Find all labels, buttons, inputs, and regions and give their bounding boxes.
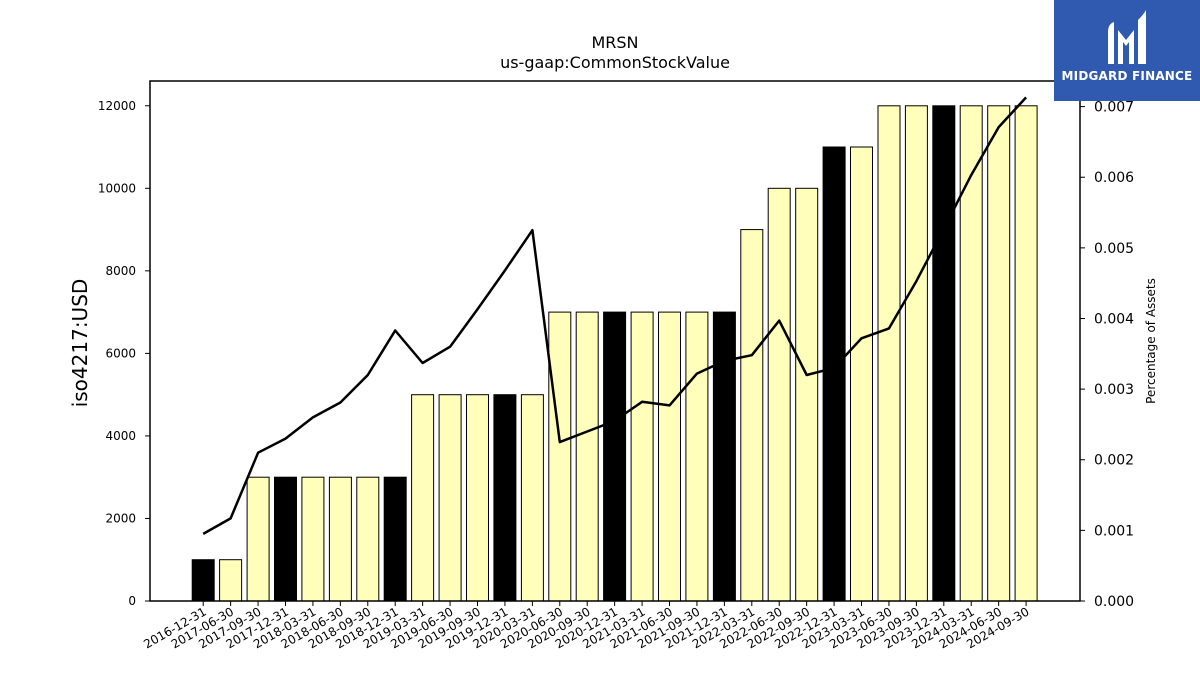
y2-tick-label: 0.002 <box>1094 453 1134 469</box>
bar <box>932 105 956 602</box>
bar <box>877 105 901 602</box>
bar <box>575 311 599 602</box>
bar-group <box>191 105 1038 602</box>
bar <box>520 394 544 602</box>
y-tick-label: 10000 <box>98 181 136 195</box>
bar <box>548 311 572 602</box>
bar <box>246 476 270 602</box>
chart-subtitle: us-gaap:CommonStockValue <box>500 53 730 72</box>
y2-axis-label: Percentage of Assets <box>1144 278 1158 404</box>
bar <box>274 476 297 602</box>
bar <box>301 476 325 602</box>
y-axis-label: iso4217:USD <box>68 279 92 408</box>
bar <box>740 229 764 602</box>
y-tick-label: 12000 <box>98 99 136 113</box>
bar <box>685 311 709 602</box>
bar <box>438 394 462 602</box>
plot-frame <box>149 80 1081 602</box>
y-axis-ticks: 0 2000 4000 6000 8000 10000 12000 <box>98 99 150 608</box>
bar <box>658 311 681 602</box>
bar <box>383 476 407 602</box>
bar <box>795 187 819 602</box>
bar <box>712 311 736 602</box>
y-tick-label: 6000 <box>105 346 136 360</box>
bar <box>904 105 928 602</box>
bar <box>328 476 352 602</box>
y2-tick-label: 0.001 <box>1094 523 1134 539</box>
bar <box>603 311 627 602</box>
y2-tick-label: 0.004 <box>1094 311 1134 327</box>
bar <box>493 394 517 602</box>
y-tick-label: 0 <box>128 594 136 608</box>
y2-tick-label: 0.006 <box>1094 170 1134 186</box>
y2-axis-ticks: 0.000 0.001 0.002 0.003 0.004 0.005 0.006 0.007 <box>1080 100 1134 610</box>
bar <box>822 146 846 602</box>
bar <box>1014 105 1038 602</box>
y2-tick-label: 0.000 <box>1094 594 1134 610</box>
bar <box>356 476 380 602</box>
bar <box>191 559 215 602</box>
y2-tick-label: 0.003 <box>1094 382 1134 398</box>
logo-mark-icon <box>1108 10 1146 64</box>
x-axis-ticks: 2016-12-312017-06-302017-09-302017-12-31… <box>141 601 1032 651</box>
y2-tick-label: 0.007 <box>1094 100 1134 116</box>
percentage-line <box>202 96 1028 535</box>
y-tick-label: 4000 <box>105 429 136 443</box>
chart-title: MRSN <box>591 33 638 52</box>
bar <box>987 105 1011 602</box>
bar <box>767 187 791 602</box>
y-tick-label: 8000 <box>105 264 136 278</box>
bar <box>466 394 489 602</box>
bar <box>630 311 654 602</box>
y2-tick-label: 0.005 <box>1094 241 1134 257</box>
brand-logo: MIDGARD FINANCE <box>1054 0 1200 101</box>
bar <box>411 394 435 602</box>
bar <box>850 146 873 602</box>
logo-text: MIDGARD FINANCE <box>1061 69 1193 83</box>
bar <box>219 559 243 602</box>
bar <box>959 105 983 602</box>
y-tick-label: 2000 <box>105 511 136 525</box>
